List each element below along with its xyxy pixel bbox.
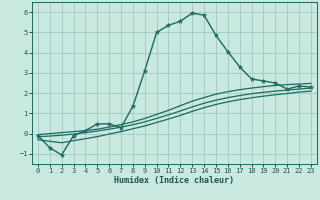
X-axis label: Humidex (Indice chaleur): Humidex (Indice chaleur) [115,176,234,185]
